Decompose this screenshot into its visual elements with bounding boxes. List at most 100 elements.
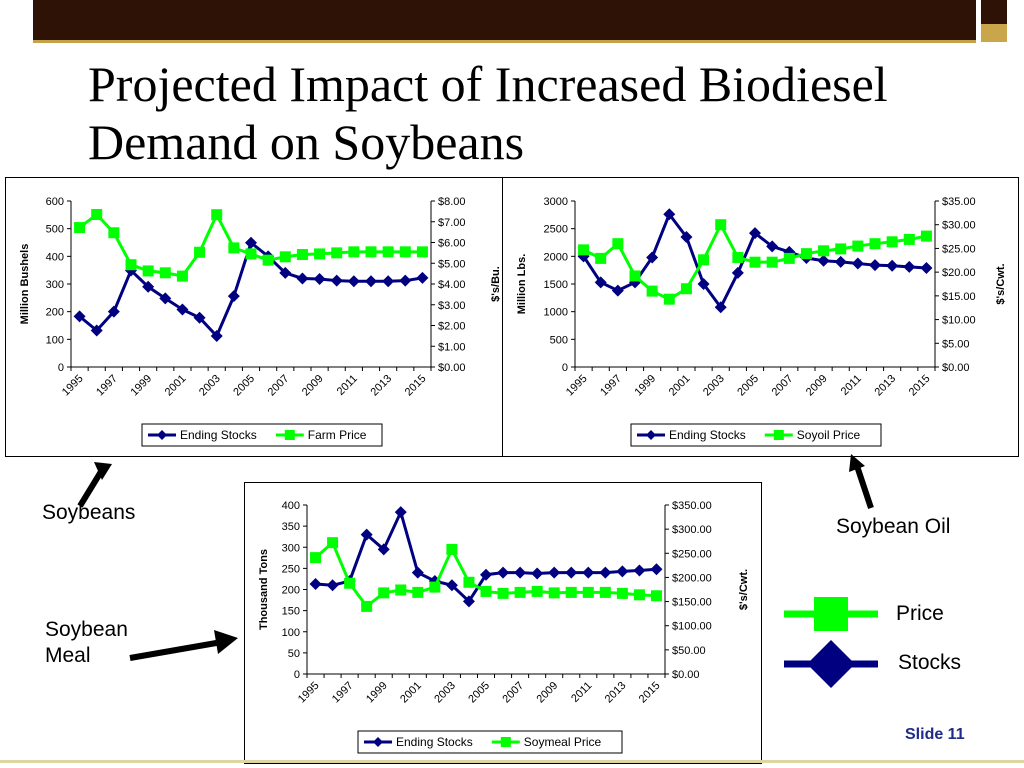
- y-axis-title-left: Thousand Tons: [258, 549, 270, 630]
- data-point-price: [228, 242, 240, 254]
- data-point-stocks: [616, 565, 629, 578]
- slide-number: Slide 11: [905, 726, 965, 743]
- chart-svg: 0 50 100 150 200 250 300 350 400 $0.00 $50.00 $100.…: [258, 500, 750, 754]
- y-tick-label-left: 400: [46, 251, 64, 263]
- y-tick-label-right: $35.00: [942, 196, 976, 208]
- y-tick-label-left: 3000: [544, 196, 568, 208]
- data-point-stocks: [903, 260, 916, 273]
- data-point-stocks: [399, 274, 412, 287]
- y-tick-label-right: $100.00: [672, 621, 712, 633]
- chart-svg: 0 100 200 300 400 500 600 $0.00 $1.00 $2.00 $3.00 $…: [19, 196, 502, 447]
- data-point-price: [650, 590, 662, 602]
- legend-label-stocks: Ending Stocks: [669, 428, 746, 442]
- y-tick-label-right: $8.00: [438, 196, 466, 208]
- legend-marker-stocks: [373, 737, 383, 747]
- data-point-price: [514, 586, 526, 598]
- data-point-stocks: [382, 275, 395, 288]
- data-point-price: [399, 246, 411, 258]
- data-point-stocks: [73, 310, 86, 323]
- soybean-oil-label: Soybean Oil: [836, 515, 951, 538]
- data-point-price: [142, 265, 154, 277]
- data-point-price: [412, 586, 424, 598]
- data-point-price: [74, 222, 86, 234]
- data-point-stocks: [548, 566, 561, 579]
- data-point-price: [612, 238, 624, 250]
- data-point-price: [194, 246, 206, 258]
- legend-marker-stocks: [646, 430, 656, 440]
- data-point-price: [125, 259, 137, 271]
- y-axis-title-right: $'s/Cwt.: [738, 569, 750, 610]
- data-point-stocks: [227, 290, 240, 303]
- data-point-price: [595, 252, 607, 264]
- data-point-price: [565, 586, 577, 598]
- data-point-stocks: [309, 578, 322, 591]
- data-point-stocks: [416, 271, 429, 284]
- legend-label-price: Soyoil Price: [797, 428, 861, 442]
- data-point-stocks: [817, 254, 830, 267]
- data-point-stocks: [279, 266, 292, 279]
- y-tick-label-right: $15.00: [942, 291, 976, 303]
- y-tick-label-right: $50.00: [672, 645, 706, 657]
- data-point-stocks: [411, 566, 424, 579]
- y-tick-label-right: $5.00: [942, 338, 970, 350]
- data-point-price: [548, 587, 560, 599]
- data-point-stocks: [125, 264, 137, 277]
- y-tick-label-right: $2.00: [438, 321, 466, 333]
- x-tick-label: 1999: [364, 680, 390, 706]
- y-tick-label-left: 200: [282, 585, 300, 597]
- y-tick-label-left: 600: [46, 196, 64, 208]
- y-tick-label-right: $0.00: [672, 669, 700, 681]
- legend-marker-price: [284, 430, 295, 440]
- data-point-stocks: [714, 301, 727, 314]
- data-point-stocks: [377, 543, 390, 556]
- y-tick-label-right: $5.00: [438, 258, 466, 270]
- data-point-stocks: [680, 230, 693, 243]
- data-point-price: [314, 248, 326, 260]
- price-key-label: Price: [896, 602, 944, 625]
- data-point-price: [176, 270, 188, 282]
- data-point-price: [108, 227, 120, 239]
- data-point-stocks: [663, 208, 676, 221]
- y-tick-label-right: $150.00: [672, 597, 712, 609]
- data-point-price: [835, 243, 847, 255]
- x-tick-label: 2003: [701, 373, 727, 399]
- y-tick-label-right: $250.00: [672, 548, 712, 560]
- x-tick-label: 2011: [335, 373, 360, 398]
- y-tick-label-left: 150: [282, 606, 300, 618]
- data-point-price: [599, 586, 611, 598]
- y-tick-label-left: 1500: [544, 279, 568, 291]
- data-point-price: [211, 209, 223, 221]
- y-tick-label-left: 0: [58, 362, 64, 374]
- x-tick-label: 2001: [398, 680, 424, 706]
- data-point-stocks: [313, 273, 326, 286]
- legend-box: [141, 423, 383, 447]
- x-tick-label: 2015: [907, 373, 933, 399]
- x-tick-label: 1995: [60, 373, 86, 399]
- data-point-price: [361, 600, 373, 612]
- data-point-stocks: [646, 251, 659, 264]
- x-tick-label: 2015: [403, 373, 429, 399]
- data-point-price: [818, 245, 830, 257]
- legend-marker-price: [500, 737, 511, 747]
- soybeans-arrow-icon: [77, 462, 112, 508]
- legend-box: [357, 730, 623, 754]
- data-point-stocks: [783, 245, 796, 258]
- legend-label-stocks: Ending Stocks: [180, 428, 257, 442]
- data-point-price: [382, 246, 394, 258]
- data-point-price: [480, 585, 492, 597]
- data-point-stocks: [766, 240, 779, 253]
- data-point-price: [732, 251, 744, 263]
- data-point-stocks: [731, 266, 744, 279]
- data-point-stocks: [869, 259, 881, 272]
- y-tick-label-left: 100: [282, 627, 300, 639]
- y-tick-label-left: 2500: [544, 224, 568, 236]
- soybean-meal-arrow-icon: [129, 630, 238, 661]
- x-tick-label: 2005: [466, 680, 492, 706]
- y-tick-label-left: 300: [282, 542, 300, 554]
- x-tick-label: 2003: [432, 680, 458, 706]
- y-tick-label-left: 250: [282, 563, 300, 575]
- data-point-price: [159, 267, 171, 279]
- data-point-price: [327, 537, 339, 549]
- x-tick-label: 2003: [197, 373, 223, 399]
- data-point-price: [715, 219, 727, 231]
